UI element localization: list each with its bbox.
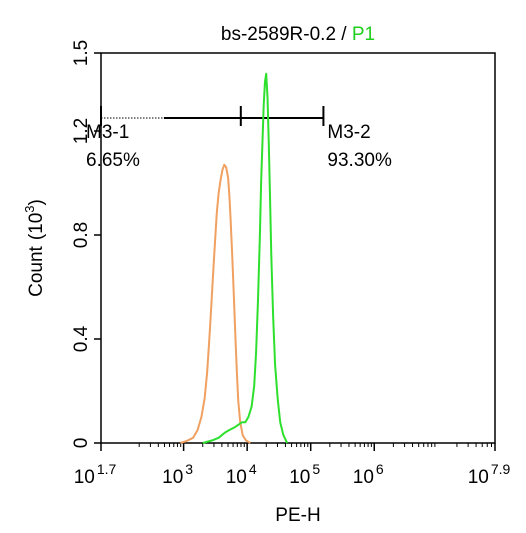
x-tick-label: 10 7.9 <box>468 461 511 488</box>
histogram-series <box>180 72 289 444</box>
y-axis-unit-exp: 3 <box>22 205 37 212</box>
marker-m3-2-value: 93.30% <box>327 150 392 171</box>
marker-gates: M3-1 6.65% M3-2 93.30% <box>86 106 392 171</box>
histogram-series-1 <box>180 163 251 444</box>
x-tick-label: 10 3 <box>162 461 193 488</box>
histogram-series-2 <box>202 72 289 444</box>
y-axis-unit-close: ) <box>26 199 47 205</box>
marker-m3-1-label: M3-1 <box>86 122 129 143</box>
plot-frame <box>100 52 496 444</box>
y-axis-label: Count (103) <box>22 199 47 297</box>
x-tick-label: 10 6 <box>353 461 384 488</box>
y-tick-label: 1.2 <box>71 118 92 144</box>
y-tick-label: 0.8 <box>71 222 92 248</box>
y-tick-label: 1.5 <box>71 40 92 66</box>
y-axis-unit-base: (10 <box>26 213 47 240</box>
y-axis: 0 0.4 0.8 1.2 1.5 <box>71 40 101 449</box>
x-axis-label: PE-H <box>275 505 320 526</box>
y-tick-label: 0 <box>71 438 92 449</box>
x-tick-label: 10 5 <box>289 461 320 488</box>
marker-m3-2-label: M3-2 <box>327 122 370 143</box>
x-tick-label: 10 4 <box>226 461 257 488</box>
chart-title: bs-2589R-0.2 / P1 <box>221 24 375 45</box>
marker-m3-1-value: 6.65% <box>86 150 140 171</box>
y-axis-label-text: Count <box>26 245 47 296</box>
title-prefix: bs-2589R-0.2 / <box>221 24 352 45</box>
y-tick-label: 0.4 <box>71 325 92 352</box>
title-gate: P1 <box>352 24 375 45</box>
x-axis: 10 1.7 10 3 10 4 10 5 10 6 10 7.9 <box>74 443 511 488</box>
x-tick-label: 10 1.7 <box>74 461 117 488</box>
